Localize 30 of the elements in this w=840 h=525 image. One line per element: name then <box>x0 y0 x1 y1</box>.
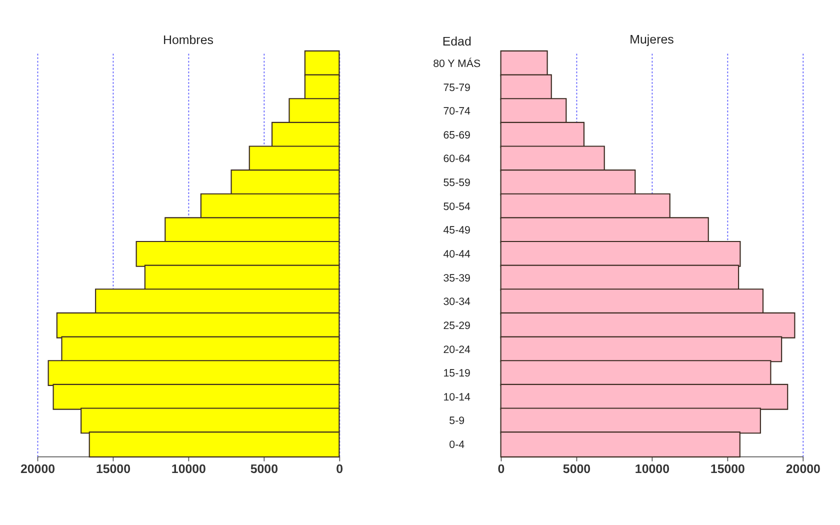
y-tick-label: 40-44 <box>443 248 471 260</box>
x-tick-label: 15000 <box>96 462 131 476</box>
x-tick-label: 20000 <box>786 462 821 476</box>
y-tick-label: 45-49 <box>443 224 471 237</box>
x-tick-label: 0 <box>336 462 344 476</box>
x-tick-label: 20000 <box>20 462 56 476</box>
x-tick-label: 10000 <box>171 462 206 476</box>
y-tick-label: 25-29 <box>443 320 471 332</box>
y-tick-label: 75-79 <box>443 82 471 94</box>
y-tick-label: 30-34 <box>443 296 471 308</box>
x-tick-label: 15000 <box>710 462 746 476</box>
y-tick-label: 35-39 <box>443 272 471 284</box>
y-tick-label: 0-4 <box>449 439 465 452</box>
x-tick-label: 0 <box>498 462 505 476</box>
y-tick-label: 20-24 <box>443 344 471 356</box>
x-tick-label: 5000 <box>250 462 278 476</box>
y-tick-label: 5-9 <box>449 415 465 428</box>
y-tick-label: 80 Y MÁS <box>433 56 481 70</box>
y-tick-label: 65-69 <box>443 129 471 142</box>
y-tick-label: 15-19 <box>443 368 471 380</box>
chart-title: Mujeres <box>630 32 674 46</box>
y-tick-label: 55-59 <box>443 177 471 190</box>
y-tick-label: 60-64 <box>443 153 471 166</box>
chart-title: Hombres <box>163 33 214 48</box>
y-tick-label: 70-74 <box>443 106 471 118</box>
x-tick-label: 5000 <box>562 462 591 476</box>
y-axis-title: Edad <box>442 34 472 49</box>
y-tick-label: 50-54 <box>443 200 471 213</box>
y-tick-label: 10-14 <box>443 391 471 404</box>
x-tick-label: 10000 <box>634 462 670 476</box>
